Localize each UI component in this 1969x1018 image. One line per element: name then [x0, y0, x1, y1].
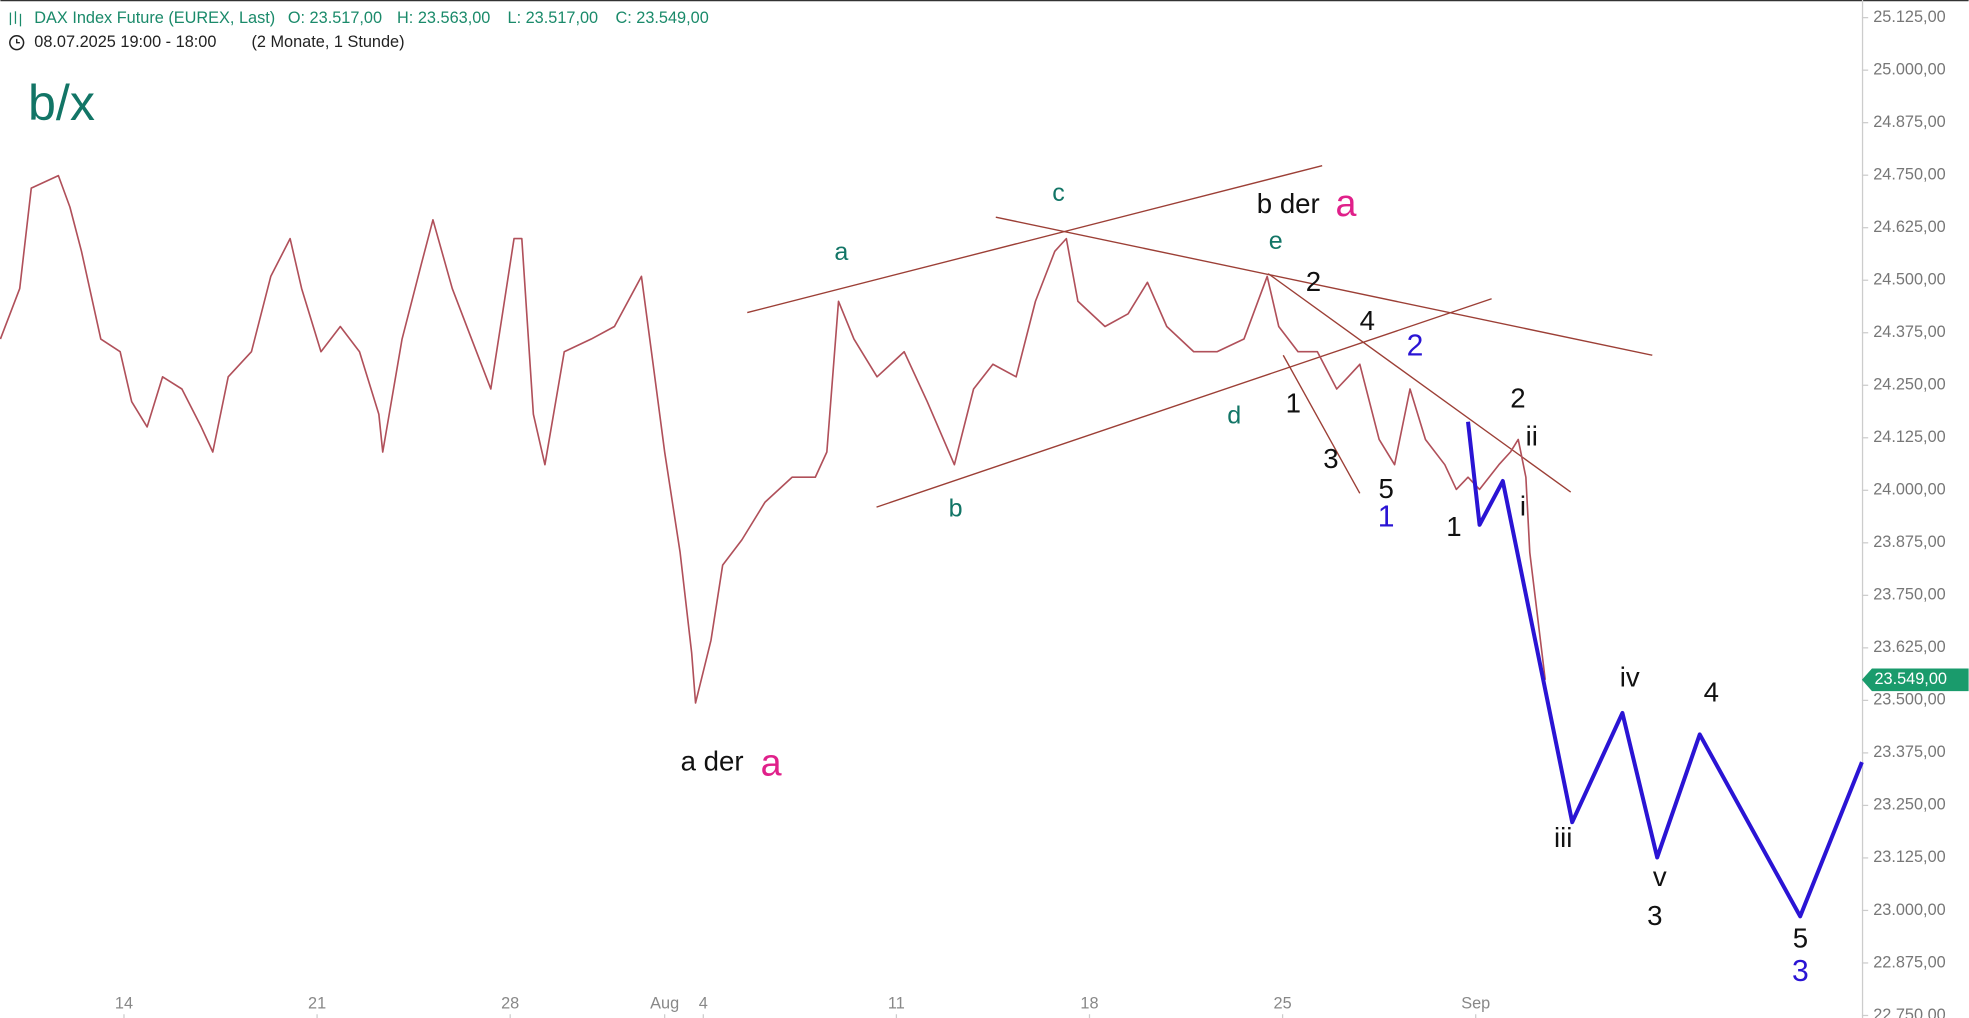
y-tick-label: 24.250,00 — [1873, 376, 1946, 394]
x-tick-label: 18 — [1080, 995, 1098, 1013]
y-tick-label: 24.625,00 — [1873, 218, 1946, 236]
wave-label: iv — [1620, 661, 1640, 692]
trendline — [876, 298, 1492, 508]
price-line — [1466, 421, 1864, 919]
wave-label: 2 — [1407, 330, 1424, 363]
y-tick-label: 23.375,00 — [1873, 743, 1946, 761]
trendline — [747, 165, 1323, 314]
y-tick-label: 22.750,00 — [1873, 1006, 1946, 1018]
clock-icon — [9, 35, 25, 51]
wave-label: 4 — [1704, 676, 1719, 707]
trendlines — [747, 165, 1653, 508]
header: DAX Index Future (EUREX, Last) O: 23.517… — [9, 9, 709, 51]
clock-hands — [16, 38, 20, 44]
x-tick-label: 11 — [888, 995, 905, 1013]
x-tick-label: 28 — [501, 995, 519, 1013]
open-value: O: 23.517,00 — [288, 9, 382, 27]
x-tick-label: 21 — [308, 995, 326, 1013]
y-tick-label: 25.000,00 — [1873, 60, 1946, 78]
x-tick-label: 4 — [699, 995, 708, 1013]
x-tick-label: Sep — [1461, 995, 1490, 1013]
wave-label: 3 — [1792, 955, 1809, 988]
last-price-label: 23.549,00 — [1874, 670, 1947, 688]
y-tick-label: 23.875,00 — [1873, 533, 1946, 551]
wave-label: a — [834, 238, 848, 266]
chart-icon — [9, 11, 22, 27]
wave-label: 3 — [1323, 443, 1338, 474]
x-tick-label: 14 — [115, 995, 133, 1013]
trendline — [995, 216, 1653, 356]
wave-label: 1 — [1378, 500, 1395, 533]
y-tick-label: 24.500,00 — [1873, 271, 1946, 289]
y-tick-label: 24.875,00 — [1873, 113, 1946, 131]
wave-label: a — [1336, 182, 1357, 224]
wave-label: a — [761, 742, 782, 784]
wave-label: b/x — [28, 75, 95, 131]
y-tick-label: 23.625,00 — [1873, 638, 1946, 656]
session: 08.07.2025 19:00 - 18:00 — [34, 33, 216, 51]
wave-label: 5 — [1378, 473, 1393, 504]
y-tick-label: 23.000,00 — [1873, 901, 1946, 919]
y-tick-label: 23.500,00 — [1873, 691, 1946, 709]
wave-label: 3 — [1647, 900, 1662, 931]
last-price-tag — [1861, 668, 1969, 692]
wave-label: 1 — [1446, 511, 1461, 542]
range: (2 Monate, 1 Stunde) — [251, 33, 404, 51]
wave-label: 2 — [1306, 266, 1321, 297]
x-tick-label: 25 — [1274, 995, 1292, 1013]
wave-label: 4 — [1360, 305, 1375, 336]
wave-label: 1 — [1286, 388, 1301, 419]
wave-label: d — [1227, 401, 1241, 429]
wave-label: v — [1653, 861, 1667, 892]
wave-label: b — [949, 494, 963, 522]
y-tick-label: 24.125,00 — [1873, 428, 1946, 446]
y-tick-label: 22.875,00 — [1873, 953, 1946, 971]
x-tick-label: Aug — [650, 995, 679, 1013]
price-line — [0, 174, 1547, 704]
y-tick-label: 25.125,00 — [1873, 8, 1946, 26]
wave-label: ii — [1526, 420, 1538, 451]
low-value: L: 23.517,00 — [508, 9, 599, 27]
close-value: C: 23.549,00 — [615, 9, 708, 27]
wave-label: b der — [1257, 188, 1320, 219]
wave-label: 2 — [1510, 383, 1525, 414]
y-tick-label: 24.000,00 — [1873, 481, 1946, 499]
trendline — [1282, 354, 1361, 494]
wave-label: e — [1269, 227, 1283, 255]
wave-label: c — [1052, 179, 1065, 207]
trendline — [1267, 273, 1572, 493]
y-tick-label: 23.250,00 — [1873, 796, 1946, 814]
y-tick-label: 24.375,00 — [1873, 323, 1946, 341]
instrument: DAX Index Future (EUREX, Last) — [34, 9, 275, 27]
wave-label: iii — [1554, 822, 1572, 853]
y-tick-label: 23.125,00 — [1873, 848, 1946, 866]
high-value: H: 23.563,00 — [397, 9, 490, 27]
y-tick-label: 24.750,00 — [1873, 166, 1946, 184]
wave-label: 5 — [1793, 922, 1808, 953]
wave-label: i — [1520, 491, 1526, 522]
wave-label: a der — [681, 745, 744, 776]
y-tick-label: 23.750,00 — [1873, 586, 1946, 604]
